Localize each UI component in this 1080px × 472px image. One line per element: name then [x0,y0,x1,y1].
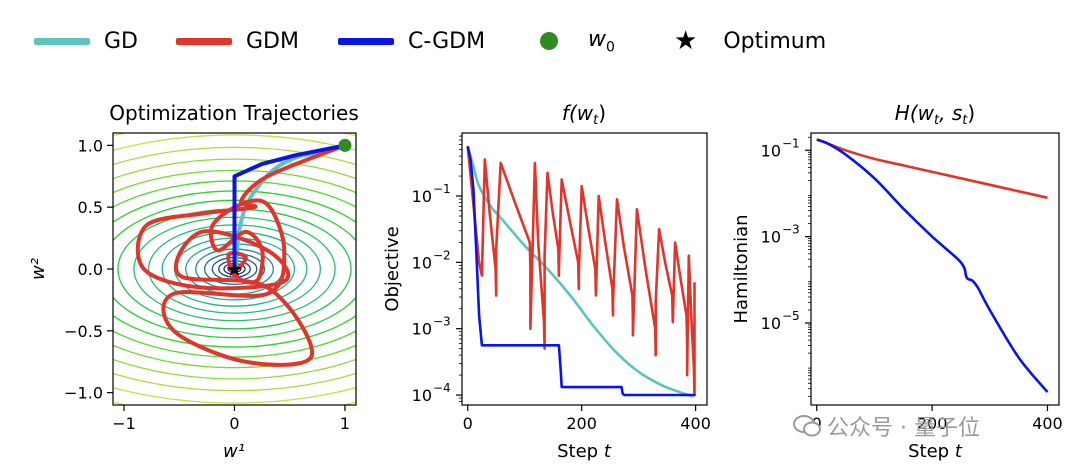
y-tick-exponent: −1 [433,182,451,196]
legend-star-icon: ★ [674,26,698,56]
series-c-gdm [816,138,1049,393]
y-tick-label: 10 [761,228,781,247]
x-tick-label: 200 [566,414,597,433]
start-point-w0 [338,138,352,152]
y-tick-label: 1.0 [78,136,103,155]
y-tick-exponent: −3 [782,223,800,237]
x-tick-label: 0 [463,414,473,433]
y-tick-label: 0.0 [78,260,103,279]
contour-line [113,134,356,404]
hamiltonian-lines [816,138,1049,393]
y-tick-label: 10 [761,141,781,160]
legend-label-gd: GD [104,28,138,54]
xlabel-trajectories: w¹ [223,441,245,462]
legend-label-w0: w0 [588,26,615,56]
wechat-icon [793,415,821,437]
y-tick-label: 10 [412,253,432,272]
legend-marker-w0 [540,32,558,50]
y-tick-label: 0.5 [78,198,103,217]
xlabel-hamiltonian: Step t [908,441,963,462]
panel-trajectories: ★ −1 0 1 −1.0 −0.5 0.0 0.5 1.0 Optimization Tra… [28,101,359,462]
x-tick-label: 0 [229,414,239,433]
ylabel-hamiltonian: Hamiltonian [731,214,752,323]
y-tick-exponent: −1 [782,136,800,150]
legend-label-cgdm: C-GDM [408,28,486,54]
series-c-gdm [466,146,696,397]
contour-line [113,169,356,369]
y-tick-exponent: −3 [433,315,451,329]
y-tick-exponent: −5 [782,309,800,323]
contour-line [113,146,356,392]
title-objective: f(wt) [562,101,606,128]
series-gdm [816,138,1048,200]
optimum-star-icon: ★ [226,257,244,281]
legend-item-gdm: GDM [176,26,299,56]
title-trajectories: Optimization Trajectories [109,101,359,125]
ticks-panel-1: −1 0 1 −1.0 −0.5 0.0 0.5 1.0 [64,136,350,433]
y-tick-exponent: −2 [433,248,451,262]
title-hamiltonian: H(wt, st) [895,101,975,128]
watermark-text: 公众号 · 量子位 [827,416,980,441]
y-tick-label: 10 [412,320,432,339]
watermark: 公众号 · 量子位 [793,410,980,442]
x-tick-label: −1 [112,414,136,433]
legend-item-gd: GD [34,26,138,56]
contour-line [113,158,356,380]
legend-swatch-gd [34,37,90,45]
trajectory-lines: ★ [135,138,352,367]
y-tick-label: 10 [761,314,781,333]
x-tick-label: 400 [1032,414,1063,433]
y-tick-label: 10 [412,187,432,206]
x-tick-label: 1 [340,414,350,433]
ylabel-objective: Objective [382,226,403,311]
legend-item-cgdm: C-GDM [338,26,485,56]
objective-lines [466,145,696,398]
y-tick-label: −0.5 [64,322,103,341]
legend-label-gdm: GDM [246,28,299,54]
legend-swatch-cgdm [338,37,394,45]
axes-frame-2 [461,132,708,406]
x-tick-label: 400 [680,414,711,433]
trajectory-c-gdm [232,143,347,271]
legend: GD GDM C-GDM w0 ★ Optimum [0,0,1080,80]
legend-item-w0: w0 [540,26,615,56]
legend-item-optimum: ★ Optimum [674,26,826,56]
trajectory-gdm [135,143,347,367]
series-gd [466,145,694,398]
legend-label-optimum: Optimum [723,28,827,54]
x-tick-label: 200 [917,414,948,433]
y-tick-exponent: −4 [433,381,451,395]
xlabel-objective: Step t [557,441,612,462]
axes-frame-3 [810,132,1060,406]
legend-swatch-gdm [176,37,232,45]
y-tick-label: −1.0 [64,384,103,403]
ylabel-trajectories: w² [28,258,49,280]
y-tick-label: 10 [412,386,432,405]
series-gdm [466,146,696,397]
